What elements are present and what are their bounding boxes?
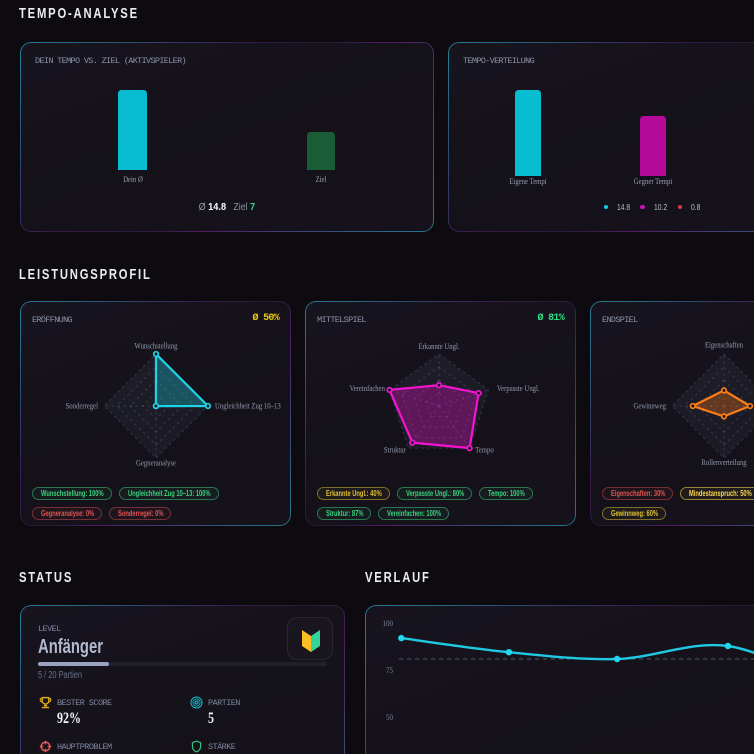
svg-text:Wunschstellung: Wunschstellung bbox=[135, 342, 178, 351]
svg-text:75: 75 bbox=[386, 666, 393, 675]
svg-text:100: 100 bbox=[383, 619, 394, 628]
svg-text:Rollenverteilung: Rollenverteilung bbox=[701, 458, 746, 467]
svg-text:Struktur: Struktur bbox=[384, 446, 406, 455]
svg-text:Vereinfachen: Vereinfachen bbox=[350, 384, 385, 393]
svg-text:Gegneranalyse: Gegneranalyse bbox=[136, 459, 176, 468]
svg-text:Ungleichheit Zug 10–13: Ungleichheit Zug 10–13 bbox=[215, 402, 281, 411]
svg-text:Sonderregel: Sonderregel bbox=[66, 402, 99, 411]
svg-text:Eigenschaften: Eigenschaften bbox=[705, 341, 743, 350]
svg-text:50: 50 bbox=[386, 713, 393, 722]
svg-text:Gewinnweg: Gewinnweg bbox=[634, 402, 667, 411]
svg-text:Verpasste Ungl.: Verpasste Ungl. bbox=[497, 384, 540, 393]
svg-text:Erkannte Ungl.: Erkannte Ungl. bbox=[418, 342, 459, 351]
svg-text:Tempo: Tempo bbox=[475, 446, 494, 455]
